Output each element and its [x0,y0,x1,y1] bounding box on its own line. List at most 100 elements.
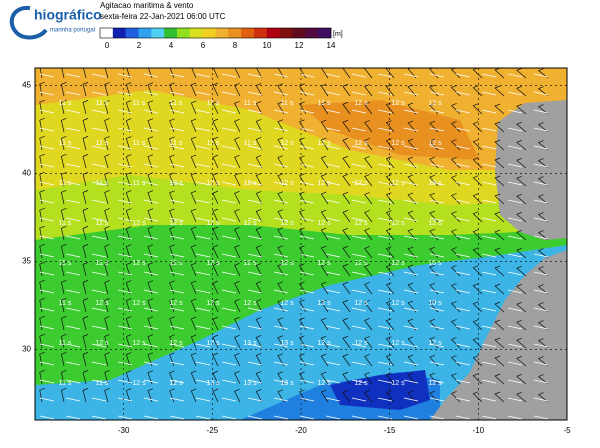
swell-arrow [221,199,237,204]
swell-arrow [325,145,341,150]
lat-tick-label: 30 [22,345,31,354]
period-label: 12 s [243,260,257,267]
swell-arrow [39,271,55,276]
swell-arrow [143,73,159,78]
swell-arrow [91,343,107,348]
swell-arrow [455,271,471,276]
lon-tick-label: -25 [207,426,219,435]
wind-barb [385,246,395,259]
swell-arrow [455,379,471,384]
wind-barb [537,122,549,133]
swell-arrow [195,217,211,222]
swell-arrow [247,91,263,96]
wind-barb [277,281,285,295]
swell-arrow [247,109,263,114]
swell-arrow [299,343,315,348]
period-label: 11 s [281,100,294,107]
swell-arrow [65,181,81,186]
swell-arrow [39,289,55,294]
swell-arrow [117,289,133,294]
wind-barb [407,192,417,205]
swell-arrow [507,181,523,186]
lat-tick-label: 45 [22,81,31,90]
wind-barb [82,172,89,187]
swell-arrow [91,127,107,132]
colorbar-tick-label: 12 [295,41,304,50]
period-label: 10 s [428,260,442,267]
swell-arrow [195,397,211,402]
wind-barb [147,82,154,97]
period-label: 12 s [391,340,405,347]
swell-arrow [351,73,367,78]
swell-arrow [169,181,185,186]
swell-arrow [325,361,341,366]
colorbar-swatch [228,28,242,38]
swell-arrow [221,415,237,420]
wind-barb [385,120,395,133]
wind-barb [190,154,197,169]
swell-arrow [91,217,107,222]
swell-arrow [247,199,263,204]
swell-arrow [481,163,497,168]
period-label: 10 s [428,300,442,307]
wind-barb [385,390,395,403]
wind-barb [494,68,505,79]
swell-arrow [39,91,55,96]
period-label: 12 s [95,340,109,347]
wind-barb [190,190,197,205]
wind-barb [494,175,505,187]
swell-arrow [195,235,211,240]
swell-arrow [429,361,445,366]
swell-arrow [39,145,55,150]
swell-arrow [143,325,159,330]
swell-arrow [481,307,497,312]
wind-barb [364,300,373,313]
wind-barb [190,370,197,385]
swell-arrow [351,127,367,132]
wind-barb [364,120,373,133]
swell-arrow [39,163,55,168]
swell-arrow [481,415,497,420]
wind-barb [494,121,505,133]
wind-barb [212,262,219,277]
map-frame [34,67,568,421]
wind-barb [104,262,110,277]
wind-barb [190,100,197,115]
swell-arrow [507,145,523,150]
wind-barb [190,316,197,331]
wind-barb [190,226,197,241]
wind-barb [234,226,241,241]
wind-barb [472,85,483,97]
swell-arrow [299,397,315,402]
swell-arrow [403,181,419,186]
wind-barb [472,175,483,187]
swell-arrow [65,217,81,222]
period-label: 11 s [59,340,72,347]
wind-barb [256,68,263,79]
swell-arrow [65,307,81,312]
wind-barb [60,333,67,349]
swell-arrow [117,307,133,312]
period-label: 12 s [391,140,405,147]
wind-barb [212,334,219,349]
swell-arrow [351,145,367,150]
swell-arrow [403,91,419,96]
swell-arrow [377,253,393,258]
swell-arrow [273,217,289,222]
wind-barb [255,353,263,367]
swell-arrow [325,325,341,330]
period-label: 12 s [428,180,442,187]
swell-arrow [195,73,211,78]
swell-arrow [39,235,55,240]
swell-arrow [91,145,107,150]
wind-barb [212,190,219,205]
swell-arrow [143,379,159,384]
wind-barb [320,227,329,241]
period-label: 12 s [317,380,331,387]
swell-arrow [247,271,263,276]
swell-arrow [221,145,237,150]
period-label: 12 s [391,180,405,187]
wind-barb [450,265,461,277]
wind-barb [147,226,154,241]
wind-barb [190,172,197,187]
